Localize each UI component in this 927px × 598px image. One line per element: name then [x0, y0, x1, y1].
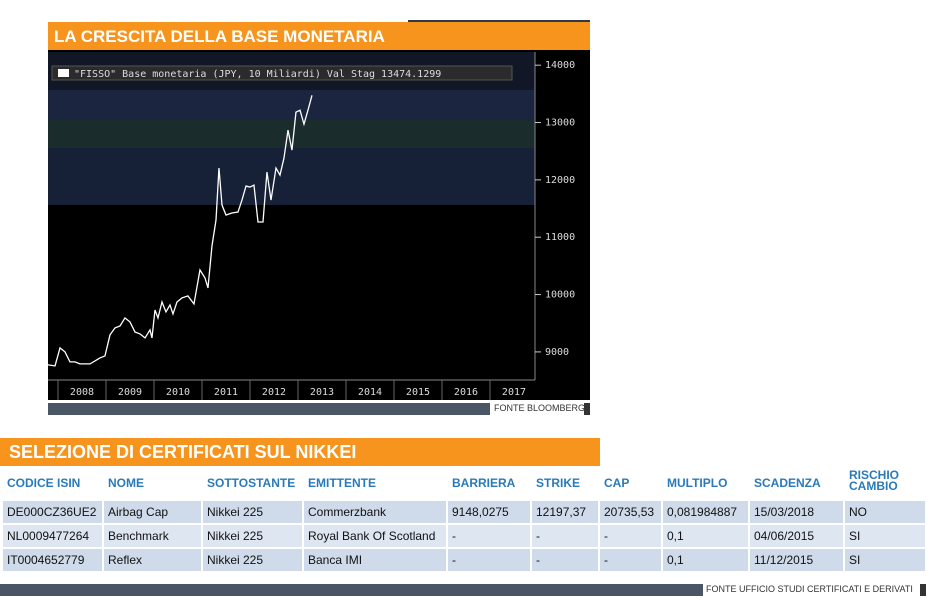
table-cell: -: [532, 525, 598, 547]
x-axis-labels: 2007200820092010201120122013201420152016…: [57, 380, 526, 400]
column-header: CAP: [604, 476, 630, 490]
x-tick-label: 2012: [262, 387, 286, 398]
table-cell: -: [448, 525, 530, 547]
band: [48, 120, 535, 148]
legend-label: "FISSO" Base monetaria (JPY, 10 Miliardi…: [74, 69, 441, 80]
band: [48, 148, 535, 205]
column-header: EMITTENTE: [308, 476, 376, 490]
table-cell: NO: [845, 501, 925, 523]
y-tick-label: 13000: [545, 118, 575, 129]
line: [48, 95, 313, 367]
table-cell: Airbag Cap: [104, 501, 201, 523]
table-cell: 04/06/2015: [750, 525, 843, 547]
table-cell: 0,1: [663, 549, 748, 571]
column-header: MULTIPLO: [667, 476, 728, 490]
table-cell: Commerzbank: [304, 501, 446, 523]
chart: "FISSO" Base monetaria (JPY, 10 Miliardi…: [48, 50, 590, 400]
x-tick-label: 2011: [214, 387, 238, 398]
x-tick-label: 2008: [70, 387, 94, 398]
x-tick-label: 2010: [166, 387, 190, 398]
table-cell: Royal Bank Of Scotland: [304, 525, 446, 547]
x-tick-label: 2009: [118, 387, 142, 398]
column-header: CODICE ISIN: [7, 476, 81, 490]
table-cell: 20735,53: [600, 501, 661, 523]
table-cell: Banca IMI: [304, 549, 446, 571]
source-bar: [48, 403, 490, 415]
table-cell: 0,081984887: [663, 501, 748, 523]
band: [48, 90, 535, 120]
y-tick-label: 10000: [545, 290, 575, 301]
source-mark: [584, 403, 590, 415]
column-header: SOTTOSTANTE: [207, 476, 296, 490]
table-source: FONTE UFFICIO STUDI CERTIFICATI E DERIVA…: [706, 584, 913, 594]
table-cell: -: [532, 549, 598, 571]
table-cell: 9148,0275: [448, 501, 530, 523]
rule: [408, 20, 590, 22]
column-header: NOME: [108, 476, 144, 490]
column-header: BARRIERA: [452, 476, 516, 490]
y-tick-label: 12000: [545, 175, 575, 186]
source: FONTE BLOOMBERG: [494, 403, 586, 413]
table-cell: -: [448, 549, 530, 571]
y-tick-label: 14000: [545, 60, 575, 71]
table-cell: IT0004652779: [3, 549, 102, 571]
x-tick-label: 2015: [406, 387, 430, 398]
legend-swatch: [58, 69, 69, 77]
column-header: RISCHIO CAMBIO: [849, 468, 900, 493]
source-bar: [0, 584, 703, 596]
table-cell: NL0009477264: [3, 525, 102, 547]
table-cell: 12197,37: [532, 501, 598, 523]
table-title: SELEZIONE DI CERTIFICATI SUL NIKKEI: [0, 438, 600, 466]
table-cell: 11/12/2015: [750, 549, 843, 571]
x-tick-label: 2014: [358, 387, 382, 398]
table-cell: Nikkei 225: [203, 501, 302, 523]
chart-title: LA CRESCITA DELLA BASE MONETARIA: [48, 22, 590, 50]
table-cell: -: [600, 549, 661, 571]
y-tick-label: 11000: [545, 232, 575, 243]
table-cell: 0,1: [663, 525, 748, 547]
column-header: STRIKE: [536, 476, 581, 490]
table-cell: Benchmark: [104, 525, 201, 547]
table-cell: 15/03/2018: [750, 501, 843, 523]
column-header: SCADENZA: [754, 476, 821, 490]
x-tick-label: 2013: [310, 387, 334, 398]
legend: [51, 65, 513, 81]
y-tick-label: 9000: [545, 347, 569, 358]
table-cell: SI: [845, 525, 925, 547]
table-cell: Reflex: [104, 549, 201, 571]
table-cell: DE000CZ36UE2: [3, 501, 102, 523]
table-cell: Nikkei 225: [203, 525, 302, 547]
table-cell: Nikkei 225: [203, 549, 302, 571]
table: CODICE ISIN NOME SOTTOSTANTE EMITTENTE BARRI…: [0, 468, 927, 578]
table-cell: SI: [845, 549, 925, 571]
table-cell: -: [600, 525, 661, 547]
source-mark: [920, 584, 926, 596]
x-tick-label: 2016: [454, 387, 478, 398]
x-tick-label: 2017: [502, 387, 526, 398]
